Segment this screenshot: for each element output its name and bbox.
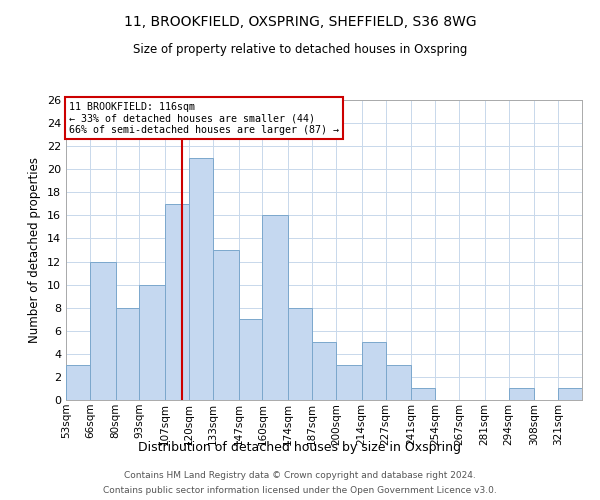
Text: Contains HM Land Registry data © Crown copyright and database right 2024.: Contains HM Land Registry data © Crown c… [124,471,476,480]
Bar [411,388,435,400]
Text: Size of property relative to detached houses in Oxspring: Size of property relative to detached ho… [133,42,467,56]
Y-axis label: Number of detached properties: Number of detached properties [28,157,41,343]
Text: Contains public sector information licensed under the Open Government Licence v3: Contains public sector information licen… [103,486,497,495]
Text: Distribution of detached houses by size in Oxspring: Distribution of detached houses by size … [139,441,461,454]
Bar [90,262,116,400]
Bar [139,284,165,400]
Bar [386,366,411,400]
Bar [312,342,336,400]
Bar [362,342,386,400]
Text: 11 BROOKFIELD: 116sqm
← 33% of detached houses are smaller (44)
66% of semi-deta: 11 BROOKFIELD: 116sqm ← 33% of detached … [68,102,338,134]
Bar [66,366,90,400]
Bar [336,366,362,400]
Bar [509,388,534,400]
Bar [213,250,239,400]
Text: 11, BROOKFIELD, OXSPRING, SHEFFIELD, S36 8WG: 11, BROOKFIELD, OXSPRING, SHEFFIELD, S36… [124,15,476,29]
Bar [239,319,262,400]
Bar [116,308,139,400]
Bar [288,308,312,400]
Bar [558,388,582,400]
Bar [165,204,189,400]
Bar [189,158,213,400]
Bar [262,216,288,400]
